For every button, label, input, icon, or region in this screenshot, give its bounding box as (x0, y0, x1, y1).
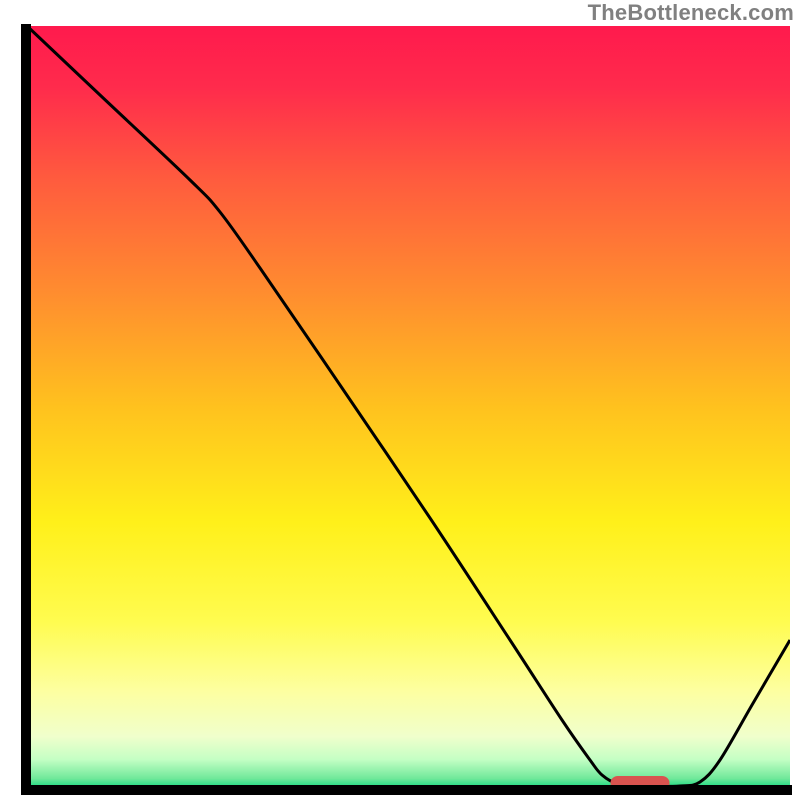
gradient-background (26, 26, 790, 790)
chart-container: TheBottleneck.com (0, 0, 800, 800)
watermark-text: TheBottleneck.com (588, 0, 794, 26)
bottleneck-chart (0, 0, 800, 800)
